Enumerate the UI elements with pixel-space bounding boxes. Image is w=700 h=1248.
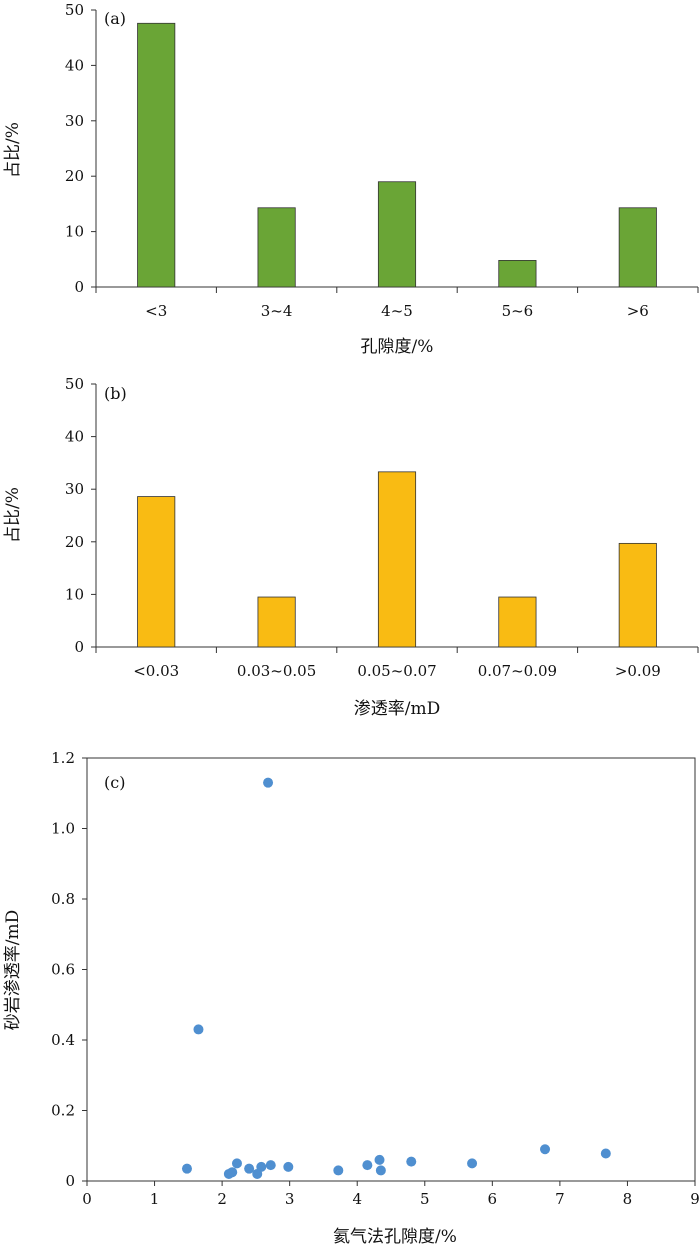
bar bbox=[498, 260, 537, 288]
y-tick-label: 0.8 bbox=[51, 890, 75, 908]
x-tick-label: 0.03~0.05 bbox=[237, 662, 316, 680]
y-tick-label: 20 bbox=[65, 533, 84, 551]
y-tick-label: 30 bbox=[65, 112, 84, 130]
data-point bbox=[244, 1163, 255, 1174]
data-point bbox=[193, 1024, 204, 1035]
data-point bbox=[227, 1167, 238, 1178]
y-tick-label: 40 bbox=[65, 428, 84, 446]
data-point bbox=[333, 1165, 344, 1176]
scatter-porosity-permeability: (c) 砂岩渗透率/mD 氦气法孔隙度/% 0 0.2 0.4 0.6 0.8 1.0 1.… bbox=[3, 749, 700, 1247]
y-tick-label: 1.0 bbox=[51, 820, 75, 838]
data-point bbox=[406, 1156, 417, 1167]
x-tick-label: 0.05~0.07 bbox=[357, 662, 436, 680]
x-tick-label: 0 bbox=[82, 1190, 92, 1208]
y-tick-label: 0.2 bbox=[51, 1102, 75, 1120]
x-tick-label: 4~5 bbox=[381, 302, 413, 320]
bar-chart-permeability: (b) 占比/% 渗透率/mD 0 10 20 30 40 50 <0.03 0.03~0.0… bbox=[3, 375, 699, 719]
x-tick-label: <3 bbox=[145, 302, 167, 320]
data-point bbox=[265, 1160, 276, 1171]
bar bbox=[498, 596, 537, 648]
x-axis-label-b: 渗透率/mD bbox=[354, 699, 440, 719]
y-tick-label: 0.4 bbox=[51, 1031, 75, 1049]
y-tick-label: 0 bbox=[74, 638, 84, 656]
bar bbox=[377, 181, 417, 288]
bar bbox=[618, 207, 657, 288]
y-tick-label: 1.2 bbox=[51, 749, 75, 767]
x-tick-label: >0.09 bbox=[615, 662, 661, 680]
y-axis-label-c: 砂岩渗透率/mD bbox=[3, 910, 23, 1030]
bar bbox=[618, 542, 657, 648]
data-point bbox=[374, 1154, 385, 1165]
x-tick-label: 7 bbox=[555, 1190, 565, 1208]
y-tick-label: 10 bbox=[65, 223, 84, 241]
y-axis-label-a: 占比/% bbox=[3, 122, 23, 178]
x-axis-label-c: 氦气法孔隙度/% bbox=[333, 1227, 457, 1247]
y-tick-label: 0 bbox=[74, 278, 84, 296]
bar-chart-porosity: (a) 占比/% 孔隙度/% 0 10 20 30 40 50 <3 3~4 4~5 5~6 >6 bbox=[3, 1, 699, 357]
data-point bbox=[362, 1160, 373, 1171]
x-tick-label: 3~4 bbox=[261, 302, 293, 320]
y-tick-label: 20 bbox=[65, 167, 84, 185]
x-tick-label: 9 bbox=[690, 1190, 700, 1208]
x-tick-label: 4 bbox=[352, 1190, 362, 1208]
x-tick-label: <0.03 bbox=[133, 662, 179, 680]
x-tick-label: 5 bbox=[420, 1190, 430, 1208]
y-tick-label: 50 bbox=[65, 1, 84, 19]
x-tick-label: 6 bbox=[488, 1190, 498, 1208]
x-tick-label: 3 bbox=[285, 1190, 295, 1208]
y-tick-label: 50 bbox=[65, 375, 84, 393]
panel-label-b: (b) bbox=[104, 384, 127, 403]
data-point bbox=[467, 1158, 478, 1169]
data-point bbox=[231, 1158, 242, 1169]
panel-label-a: (a) bbox=[104, 9, 126, 28]
x-tick-label: 1 bbox=[150, 1190, 160, 1208]
x-tick-label: >6 bbox=[627, 302, 649, 320]
x-tick-label: 8 bbox=[623, 1190, 633, 1208]
panel-label-c: (c) bbox=[104, 773, 125, 792]
y-tick-label: 0 bbox=[65, 1172, 75, 1190]
data-point bbox=[375, 1165, 386, 1176]
data-point bbox=[256, 1161, 267, 1172]
x-tick-label: 2 bbox=[217, 1190, 227, 1208]
bar bbox=[377, 471, 417, 648]
x-tick-label: 5~6 bbox=[502, 302, 534, 320]
y-axis-label-b: 占比/% bbox=[3, 487, 23, 543]
bar bbox=[137, 496, 176, 648]
bar bbox=[137, 22, 176, 288]
bar bbox=[257, 596, 296, 648]
y-tick-label: 0.6 bbox=[51, 961, 75, 979]
data-point bbox=[283, 1161, 294, 1172]
data-point bbox=[181, 1163, 192, 1174]
y-tick-label: 10 bbox=[65, 585, 84, 603]
bar bbox=[257, 207, 296, 288]
y-tick-label: 30 bbox=[65, 480, 84, 498]
plot-frame bbox=[86, 757, 696, 1182]
y-tick-label: 40 bbox=[65, 56, 84, 74]
data-point bbox=[263, 777, 274, 788]
data-point bbox=[540, 1144, 551, 1155]
data-point bbox=[600, 1148, 611, 1159]
x-axis-label-a: 孔隙度/% bbox=[361, 337, 434, 357]
x-tick-label: 0.07~0.09 bbox=[478, 662, 557, 680]
